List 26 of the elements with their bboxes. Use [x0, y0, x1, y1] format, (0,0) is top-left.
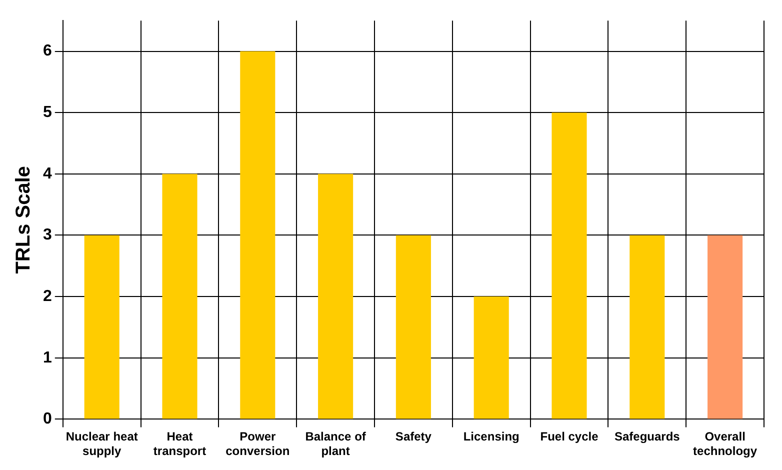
bar — [84, 235, 120, 419]
x-tick-label: Balance of plant — [305, 430, 367, 458]
x-tick-label: Nuclear heat supply — [66, 430, 138, 458]
x-tick-label: Power conversion — [226, 430, 290, 458]
y-tick-label: 1 — [42, 349, 52, 366]
bar — [474, 296, 509, 419]
bar — [396, 235, 431, 419]
y-tick-label: 6 — [42, 42, 52, 60]
x-tick-label: Safety — [395, 430, 432, 444]
x-tick-label: Overall technology — [693, 430, 758, 458]
x-tick-label: Heat transport — [153, 430, 206, 458]
x-tick-label: Fuel cycle — [540, 430, 599, 444]
bar — [162, 174, 198, 419]
y-tick-label: 3 — [42, 226, 52, 244]
y-axis-title: TRLs Scale — [12, 166, 35, 274]
y-tick-label: 4 — [42, 165, 52, 182]
bar — [630, 235, 665, 419]
bar — [708, 235, 743, 419]
y-tick-label: 0 — [42, 410, 52, 428]
bar — [552, 112, 587, 419]
y-tick-label: 5 — [42, 104, 52, 121]
x-tick-label: Safeguards — [614, 430, 680, 444]
bar — [318, 174, 354, 419]
y-tick-label: 2 — [42, 288, 52, 305]
bar — [240, 51, 276, 419]
x-tick-label: Licensing — [463, 430, 520, 444]
